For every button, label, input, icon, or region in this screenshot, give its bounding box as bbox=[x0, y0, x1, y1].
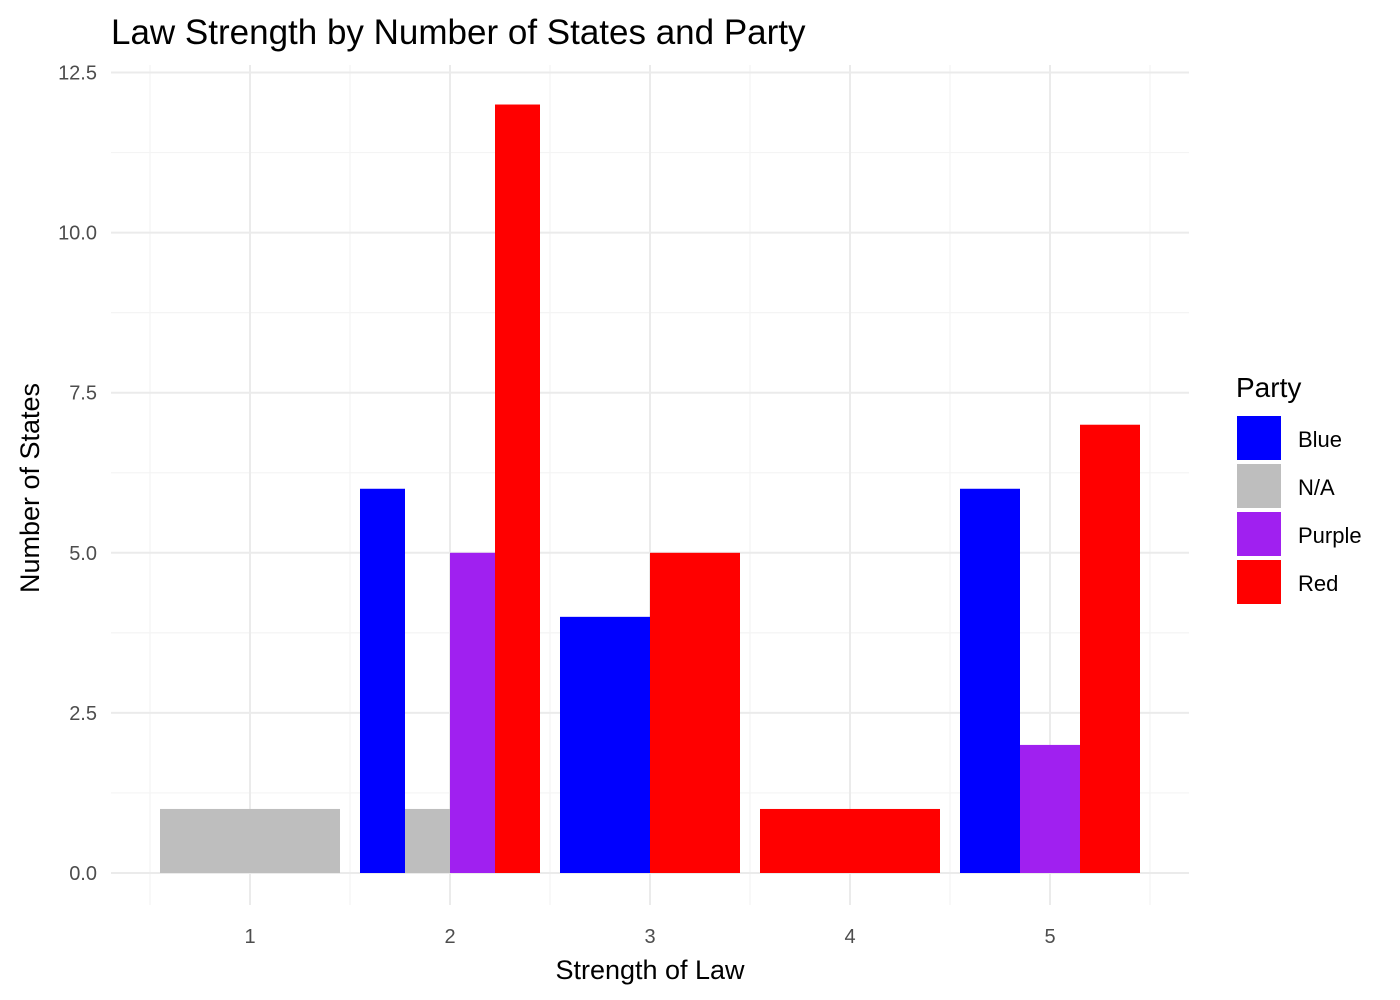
legend-swatch-na bbox=[1237, 464, 1281, 508]
y-tick-label: 2.5 bbox=[69, 703, 97, 725]
legend-swatch-blue bbox=[1237, 416, 1281, 460]
y-axis-ticks: 0.0 2.5 5.0 7.5 10.0 12.5 bbox=[58, 63, 97, 886]
bar-blue-5 bbox=[960, 488, 1020, 873]
y-axis-title: Number of States bbox=[15, 383, 45, 593]
y-tick-label: 10.0 bbox=[58, 223, 97, 245]
y-tick-label: 5.0 bbox=[69, 543, 97, 565]
legend-label-purple: Purple bbox=[1298, 523, 1362, 548]
x-tick-label: 3 bbox=[644, 926, 655, 948]
bar-red-5 bbox=[1080, 424, 1140, 873]
legend-label-blue: Blue bbox=[1298, 427, 1342, 452]
bar-purple-2 bbox=[450, 552, 495, 873]
legend-title: Party bbox=[1236, 372, 1301, 403]
x-axis-title: Strength of Law bbox=[555, 955, 745, 985]
y-tick-label: 7.5 bbox=[69, 383, 97, 405]
x-tick-label: 2 bbox=[444, 926, 455, 948]
bar-red-2 bbox=[495, 104, 540, 873]
legend-items: Blue N/A Purple Red bbox=[1237, 416, 1362, 604]
bar-red-3 bbox=[650, 552, 740, 873]
bar-na-1 bbox=[160, 808, 340, 873]
legend-swatch-purple bbox=[1237, 512, 1281, 556]
x-tick-label: 4 bbox=[844, 926, 855, 948]
x-tick-label: 1 bbox=[244, 926, 255, 948]
bar-blue-2 bbox=[360, 488, 405, 873]
y-tick-label: 12.5 bbox=[58, 63, 97, 85]
y-tick-label: 0.0 bbox=[69, 863, 97, 885]
bar-blue-3 bbox=[560, 616, 650, 873]
legend-label-na: N/A bbox=[1298, 475, 1335, 500]
legend-swatch-red bbox=[1237, 560, 1281, 604]
chart-title: Law Strength by Number of States and Par… bbox=[111, 13, 806, 52]
bars bbox=[160, 104, 1140, 873]
bar-red-4 bbox=[760, 808, 940, 873]
bar-na-2 bbox=[405, 808, 450, 873]
bar-purple-5 bbox=[1020, 744, 1080, 873]
x-tick-label: 5 bbox=[1044, 926, 1055, 948]
legend-label-red: Red bbox=[1298, 571, 1338, 596]
legend: Party Blue N/A Purple Red bbox=[1236, 372, 1362, 604]
x-axis-ticks: 1 2 3 4 5 bbox=[244, 926, 1055, 948]
